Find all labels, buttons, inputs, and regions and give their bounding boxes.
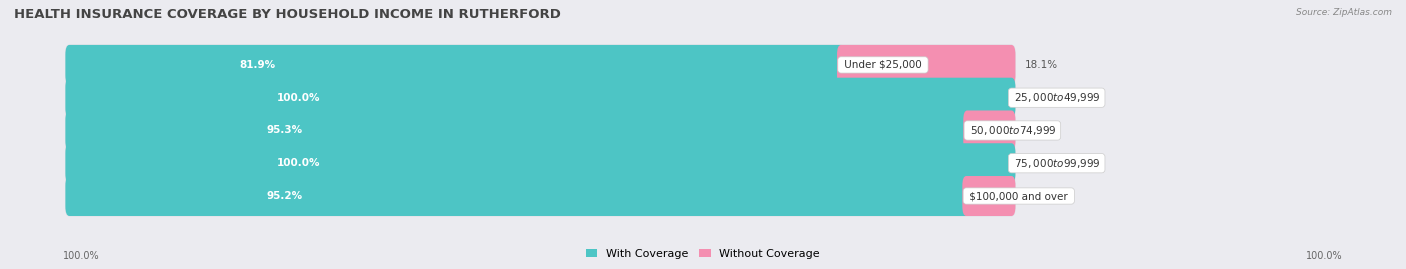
- FancyBboxPatch shape: [66, 45, 1015, 85]
- Text: $50,000 to $74,999: $50,000 to $74,999: [967, 124, 1057, 137]
- Text: $100,000 and over: $100,000 and over: [966, 191, 1071, 201]
- FancyBboxPatch shape: [66, 111, 972, 150]
- Text: 100.0%: 100.0%: [63, 251, 100, 261]
- FancyBboxPatch shape: [66, 143, 1015, 183]
- FancyBboxPatch shape: [66, 111, 1015, 150]
- Text: 100.0%: 100.0%: [1306, 251, 1343, 261]
- Text: HEALTH INSURANCE COVERAGE BY HOUSEHOLD INCOME IN RUTHERFORD: HEALTH INSURANCE COVERAGE BY HOUSEHOLD I…: [14, 8, 561, 21]
- Text: 95.2%: 95.2%: [267, 191, 302, 201]
- FancyBboxPatch shape: [963, 111, 1015, 150]
- Text: 100.0%: 100.0%: [277, 158, 321, 168]
- FancyBboxPatch shape: [837, 45, 1015, 85]
- Text: 100.0%: 100.0%: [277, 93, 321, 103]
- FancyBboxPatch shape: [66, 45, 845, 85]
- Text: 0.0%: 0.0%: [1025, 158, 1050, 168]
- FancyBboxPatch shape: [66, 78, 1015, 118]
- Legend: With Coverage, Without Coverage: With Coverage, Without Coverage: [582, 245, 824, 263]
- FancyBboxPatch shape: [66, 176, 970, 216]
- Text: 4.7%: 4.7%: [1025, 125, 1052, 136]
- Text: $75,000 to $99,999: $75,000 to $99,999: [1011, 157, 1102, 170]
- Text: 95.3%: 95.3%: [267, 125, 302, 136]
- FancyBboxPatch shape: [66, 176, 1015, 216]
- Text: 18.1%: 18.1%: [1025, 60, 1057, 70]
- FancyBboxPatch shape: [66, 78, 1015, 118]
- Text: 81.9%: 81.9%: [239, 60, 276, 70]
- FancyBboxPatch shape: [66, 143, 1015, 183]
- Text: Under $25,000: Under $25,000: [841, 60, 925, 70]
- FancyBboxPatch shape: [962, 176, 1015, 216]
- Text: $25,000 to $49,999: $25,000 to $49,999: [1011, 91, 1102, 104]
- Text: 4.8%: 4.8%: [1025, 191, 1052, 201]
- Text: Source: ZipAtlas.com: Source: ZipAtlas.com: [1296, 8, 1392, 17]
- Text: 0.0%: 0.0%: [1025, 93, 1050, 103]
